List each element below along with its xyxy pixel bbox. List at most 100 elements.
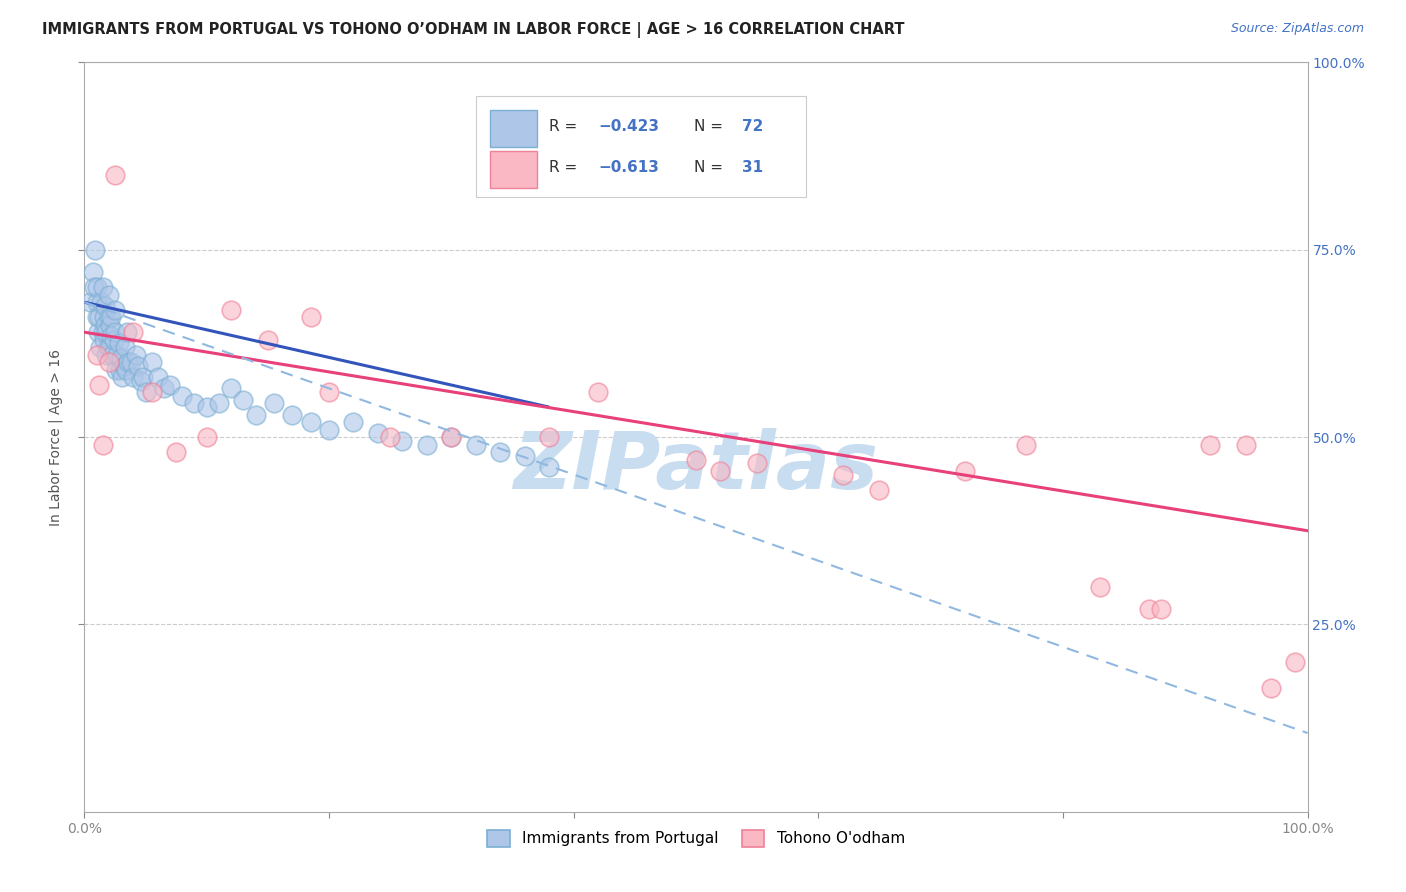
Point [97, 310, 120, 325]
Point [98, 318, 121, 332]
Point [195, 430, 218, 444]
Point [122, 370, 145, 384]
Point [953, 464, 976, 478]
Point [1198, 437, 1220, 451]
Point [299, 415, 322, 429]
Point [159, 377, 181, 392]
Point [1015, 437, 1038, 451]
Point [318, 385, 340, 400]
Text: Source: ZipAtlas.com: Source: ZipAtlas.com [1230, 22, 1364, 36]
Point [93, 333, 115, 347]
Text: R =: R = [550, 160, 582, 175]
Point [416, 437, 439, 451]
Point [538, 430, 561, 444]
Point [342, 415, 364, 429]
Point [146, 370, 169, 384]
Point [263, 396, 285, 410]
Point [141, 355, 163, 369]
Point [82, 265, 104, 279]
Point [709, 464, 731, 478]
Point [86, 348, 108, 362]
Point [104, 302, 127, 317]
Point [299, 310, 322, 325]
Point [747, 456, 769, 470]
FancyBboxPatch shape [475, 96, 806, 197]
Point [831, 467, 853, 482]
Point [135, 385, 157, 400]
Point [141, 385, 163, 400]
Point [165, 445, 187, 459]
Point [108, 362, 131, 376]
Point [100, 310, 122, 325]
Y-axis label: In Labor Force | Age > 16: In Labor Force | Age > 16 [48, 349, 63, 525]
Point [104, 325, 127, 339]
Point [153, 381, 176, 395]
Point [132, 370, 155, 384]
Point [115, 325, 138, 339]
Point [208, 396, 231, 410]
Point [86, 295, 108, 310]
Point [115, 362, 138, 376]
Point [391, 434, 413, 448]
Point [91, 325, 114, 339]
Point [110, 351, 132, 366]
Point [440, 430, 463, 444]
Point [90, 295, 112, 310]
Point [86, 280, 108, 294]
Point [538, 460, 561, 475]
Point [195, 400, 218, 414]
Point [281, 408, 304, 422]
Point [117, 355, 139, 369]
Point [685, 452, 707, 467]
Point [489, 445, 512, 459]
Point [97, 340, 120, 354]
Point [586, 385, 609, 400]
Point [87, 325, 110, 339]
Point [219, 381, 242, 395]
Point [93, 310, 115, 325]
Point [125, 348, 148, 362]
Point [86, 310, 108, 325]
Point [219, 302, 242, 317]
Point [87, 310, 110, 325]
Point [232, 392, 254, 407]
Point [98, 340, 121, 354]
Point [94, 318, 117, 332]
Point [104, 168, 127, 182]
Point [91, 280, 114, 294]
Point [105, 362, 128, 376]
Point [94, 299, 117, 313]
Text: R =: R = [550, 119, 582, 134]
Point [257, 333, 280, 347]
Legend: Immigrants from Portugal, Tohono O'odham: Immigrants from Portugal, Tohono O'odham [481, 824, 911, 853]
Point [1260, 681, 1282, 695]
Point [1137, 602, 1160, 616]
Point [111, 370, 134, 384]
Point [97, 355, 120, 369]
Point [1088, 580, 1111, 594]
Point [96, 325, 118, 339]
Bar [491, 110, 537, 147]
Point [120, 355, 142, 369]
Text: N =: N = [693, 119, 727, 134]
Point [183, 396, 205, 410]
Point [367, 426, 389, 441]
Text: IMMIGRANTS FROM PORTUGAL VS TOHONO O’ODHAM IN LABOR FORCE | AGE > 16 CORRELATION: IMMIGRANTS FROM PORTUGAL VS TOHONO O’ODH… [42, 22, 904, 38]
Point [83, 280, 105, 294]
Point [84, 243, 107, 257]
Point [1284, 655, 1306, 669]
Text: −0.613: −0.613 [598, 160, 659, 175]
Text: 31: 31 [742, 160, 763, 175]
Bar [491, 151, 537, 188]
Point [1236, 437, 1258, 451]
Point [245, 408, 267, 422]
Point [513, 449, 536, 463]
Point [112, 359, 135, 373]
Point [89, 340, 111, 354]
Point [101, 348, 124, 362]
Text: N =: N = [693, 160, 727, 175]
Point [105, 348, 128, 362]
Point [91, 437, 114, 451]
Point [87, 377, 110, 392]
Point [97, 287, 120, 301]
